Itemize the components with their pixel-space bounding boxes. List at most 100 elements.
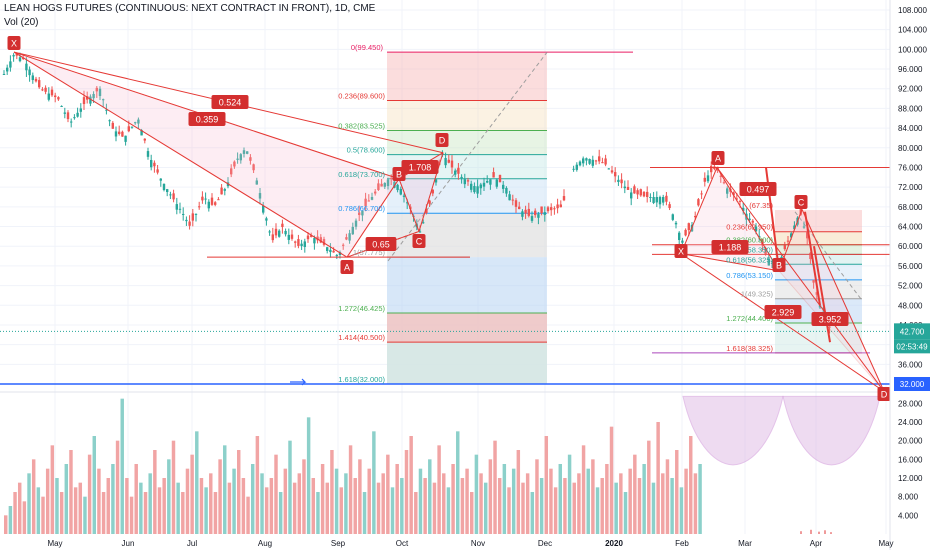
- candle-body: [383, 183, 386, 187]
- volume-bar: [418, 468, 423, 534]
- candle-body: [342, 244, 345, 246]
- volume-bar: [4, 515, 8, 534]
- volume-bar: [111, 464, 115, 534]
- volume-bar: [274, 454, 278, 534]
- volume-bar: [22, 501, 27, 534]
- candle-body: [182, 213, 185, 215]
- candle-body: [102, 99, 105, 101]
- volume-bar: [237, 450, 241, 534]
- price-tick-label: 36.000: [898, 360, 923, 369]
- pattern-point-label: D: [439, 136, 446, 146]
- volume-bar: [64, 464, 69, 534]
- candle-body: [476, 186, 479, 194]
- volume-bar: [609, 426, 614, 534]
- pattern-point-label: C: [416, 237, 423, 247]
- price-tick-label: 108.000: [898, 6, 927, 15]
- volume-bar: [45, 468, 50, 534]
- time-tick-label: Dec: [538, 539, 552, 548]
- ratio-label-box: [365, 237, 397, 251]
- candle-body: [806, 231, 809, 239]
- fib-level-label: (67.35): [749, 201, 773, 210]
- volume-bar: [395, 464, 399, 534]
- candle-body: [297, 239, 300, 246]
- candle-body: [402, 195, 406, 197]
- volume-bar: [679, 487, 684, 534]
- candle-body: [828, 326, 831, 328]
- candle-body: [294, 241, 297, 243]
- volume-bar: [320, 464, 325, 534]
- candle-body: [303, 241, 306, 247]
- candle-body: [550, 207, 553, 211]
- candle-body: [719, 175, 722, 177]
- fibonacci-zones: [387, 51, 863, 385]
- candle-body: [22, 57, 25, 59]
- fib-level-label: 0.5(58.350): [735, 245, 774, 254]
- volume-bar: [50, 445, 55, 534]
- ratio-label-box: [764, 305, 802, 319]
- volume-bar: [693, 473, 698, 534]
- candle-body: [374, 191, 377, 194]
- ratio-label: 0.524: [219, 98, 242, 108]
- candle-body: [642, 191, 646, 197]
- candle-body: [754, 226, 758, 232]
- volume-bar: [400, 478, 404, 534]
- candle-body: [735, 198, 738, 200]
- volume-bar: [497, 478, 502, 534]
- time-tick-label: May: [47, 539, 62, 548]
- volume-bar: [656, 422, 660, 534]
- last-price-label: 42.700: [900, 327, 925, 336]
- candle-body: [73, 117, 76, 119]
- ratio-label: 2.929: [772, 308, 795, 318]
- candle-body: [47, 93, 50, 100]
- candle-body: [582, 158, 585, 164]
- candle-body: [722, 182, 726, 184]
- volume-bar: [8, 506, 13, 534]
- candle-body: [418, 231, 422, 233]
- volume-tick-label: 28.000: [898, 399, 923, 408]
- volume-bar: [479, 473, 483, 534]
- volume-bar: [437, 445, 441, 534]
- fib-zone: [387, 342, 547, 384]
- fib-level-label: 1(57.775): [353, 248, 386, 257]
- volume-bar: [330, 450, 334, 534]
- fib-level-label: 1.272(46.425): [338, 304, 385, 313]
- candle-body: [166, 189, 169, 193]
- candle-body: [201, 196, 204, 201]
- scroll-marker: [290, 378, 307, 386]
- level-label: 32.000: [900, 380, 925, 389]
- pattern-point-label: A: [715, 154, 721, 164]
- volume-bar: [195, 431, 199, 534]
- volume-bar: [92, 436, 96, 534]
- volume-bar: [432, 482, 437, 534]
- time-tick-label: Sep: [331, 539, 346, 548]
- volume-bar: [358, 459, 362, 534]
- candle-body: [710, 165, 713, 173]
- ratio-label-box: [811, 312, 849, 326]
- volume-bar: [581, 445, 586, 534]
- candle-body: [89, 96, 92, 104]
- price-tick-label: 68.000: [898, 203, 923, 212]
- candle-body: [252, 164, 255, 171]
- candle-body: [217, 199, 220, 201]
- volume-bar: [586, 468, 590, 534]
- volume-bar: [619, 473, 623, 534]
- ratio-label-box: [401, 160, 439, 174]
- candle-body: [370, 197, 374, 200]
- pattern-point-label: B: [776, 261, 782, 271]
- candle-body: [191, 213, 194, 221]
- candle-body: [495, 179, 498, 187]
- candle-body: [732, 192, 735, 196]
- candle-body: [767, 258, 770, 266]
- volume-bar: [651, 482, 656, 534]
- volume-bar: [143, 492, 148, 534]
- volume-bar: [306, 417, 311, 534]
- volume-bar: [334, 468, 339, 534]
- candle-body: [422, 222, 425, 224]
- candle-body: [578, 161, 582, 166]
- volume-bar: [31, 459, 36, 534]
- candle-body: [575, 164, 578, 170]
- volume-bar: [409, 436, 413, 534]
- volume-bar: [830, 532, 832, 534]
- candle-body: [646, 191, 649, 197]
- volume-bar: [134, 464, 138, 534]
